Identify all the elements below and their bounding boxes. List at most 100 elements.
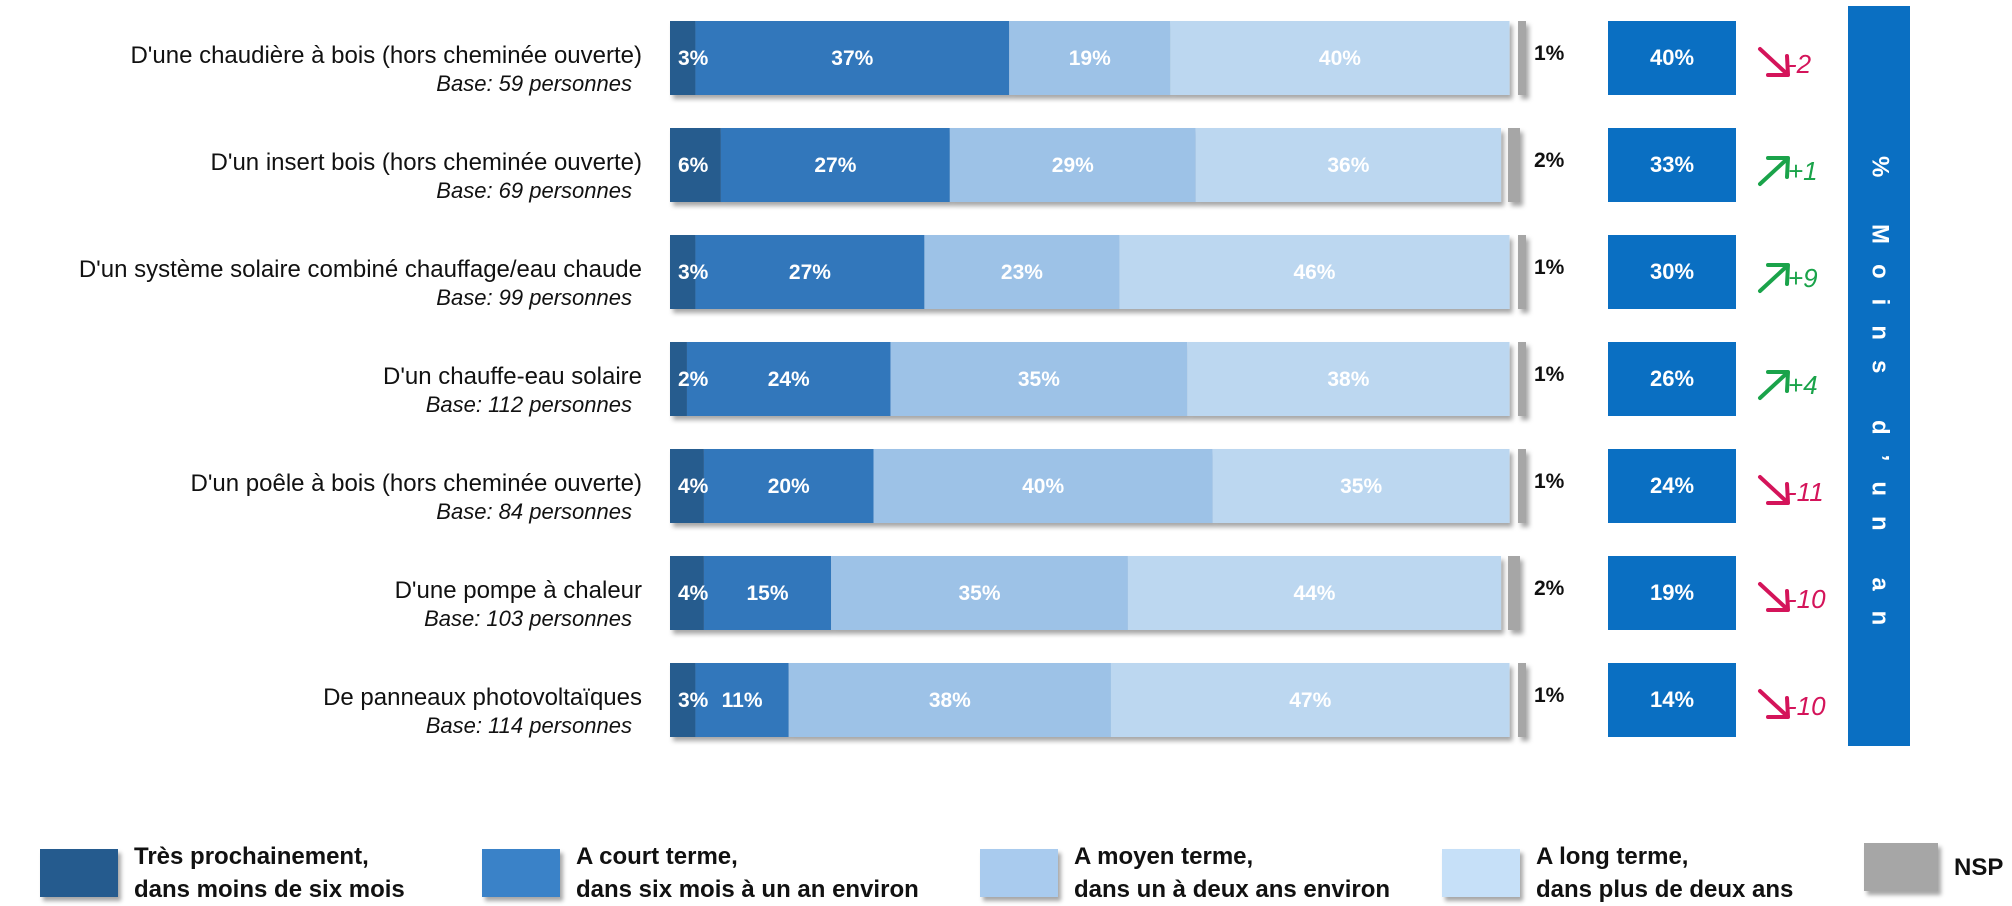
moins-un-an-value: 26% (1650, 366, 1694, 391)
moins-un-an-banner (1848, 6, 1910, 746)
stacked-bar (670, 235, 1526, 309)
category-label: D'un système solaire combiné chauffage/e… (79, 256, 642, 283)
moins-un-an-value: 14% (1650, 687, 1694, 712)
arrow-up-icon (1758, 263, 1790, 293)
arrow-up-icon (1758, 370, 1790, 400)
bar-segment (686, 342, 891, 416)
segment-label: 46% (1293, 261, 1335, 284)
bar-segment (670, 342, 687, 416)
segment-label: 29% (1052, 154, 1094, 177)
bar-segment (924, 235, 1120, 309)
evolution-label: -11 (1788, 477, 1824, 507)
category-label: D'un poêle à bois (hors cheminée ouverte… (191, 470, 643, 497)
segment-label: 20% (768, 475, 810, 498)
segment-label: 35% (1340, 475, 1382, 498)
moins-un-an-value: 33% (1650, 152, 1694, 177)
bar-segment (1009, 21, 1171, 95)
bar-segment (695, 21, 1010, 95)
bar-segment (949, 128, 1196, 202)
bar-row: D'une chaudière à bois (hors cheminée ou… (130, 21, 1812, 96)
bar-segment (873, 449, 1213, 523)
bar-segment (695, 663, 789, 737)
base-label: Base: 69 personnes (436, 178, 632, 203)
moins-un-an-box (1608, 235, 1736, 309)
moins-un-an-title: % Moins d’un an (1867, 156, 1894, 645)
arrow-up-icon (1758, 156, 1790, 186)
segment-label: 3% (678, 47, 709, 70)
bar-row: D'un insert bois (hors cheminée ouverte)… (211, 128, 1818, 203)
nsp-value-label: 1% (1534, 363, 1565, 386)
evolution-label: -10 (1788, 584, 1826, 614)
stacked-bar (670, 21, 1526, 95)
bar-segment (890, 342, 1188, 416)
category-label: D'un insert bois (hors cheminée ouverte) (211, 149, 642, 176)
base-label: Base: 99 personnes (436, 285, 632, 310)
nsp-value-label: 1% (1534, 42, 1565, 65)
stacked-bar (670, 128, 1520, 202)
segment-label: 4% (678, 475, 709, 498)
moins-un-an-value: 24% (1650, 473, 1694, 498)
arrow-down-icon (1758, 47, 1790, 77)
moins-un-an-box (1608, 449, 1736, 523)
segment-label: 27% (789, 261, 831, 284)
bar-segment-nsp (1518, 449, 1526, 523)
category-label: De panneaux photovoltaïques (323, 684, 642, 711)
bar-segment (670, 128, 721, 202)
segment-label: 38% (1327, 368, 1369, 391)
category-label: D'une chaudière à bois (hors cheminée ou… (130, 42, 642, 69)
stacked-bar (670, 449, 1526, 523)
segment-label: 6% (678, 154, 709, 177)
nsp-value-label: 1% (1534, 470, 1565, 493)
segment-label: 35% (1018, 368, 1060, 391)
bar-segment-nsp (1518, 21, 1526, 95)
stacked-bar (670, 342, 1526, 416)
segment-label: 40% (1022, 475, 1064, 498)
nsp-value-label: 1% (1534, 684, 1565, 707)
bar-segment (670, 556, 704, 630)
bar-segment (1110, 663, 1510, 737)
bar-segment (788, 663, 1111, 737)
nsp-value-label: 2% (1534, 149, 1565, 172)
segment-label: 23% (1001, 261, 1043, 284)
segment-label: 36% (1327, 154, 1369, 177)
bar-segment (703, 556, 832, 630)
moins-un-an-box (1608, 128, 1736, 202)
base-label: Base: 114 personnes (426, 713, 632, 738)
bar-row: D'un poêle à bois (hors cheminée ouverte… (191, 449, 1824, 524)
bar-segment (695, 235, 925, 309)
bar-segment (703, 449, 874, 523)
bar-segment (1187, 342, 1510, 416)
stacked-bar (670, 663, 1526, 737)
evolution-label: +1 (1788, 156, 1818, 186)
segment-label: 24% (768, 368, 810, 391)
nsp-value-label: 2% (1534, 577, 1565, 600)
moins-un-an-value: 19% (1650, 580, 1694, 605)
bar-segment-nsp (1518, 342, 1526, 416)
segment-label: 3% (678, 689, 709, 712)
moins-un-an-box (1608, 663, 1736, 737)
evolution-label: +9 (1788, 263, 1818, 293)
nsp-value-label: 1% (1534, 256, 1565, 279)
base-label: Base: 59 personnes (436, 71, 632, 96)
base-label: Base: 84 personnes (436, 499, 632, 524)
segment-label: 3% (678, 261, 709, 284)
evolution-label: -2 (1788, 49, 1812, 79)
segment-label: 4% (678, 582, 709, 605)
bar-segment (1119, 235, 1510, 309)
bar-segment (831, 556, 1128, 630)
bar-segment (1195, 128, 1502, 202)
evolution-label: -10 (1788, 691, 1826, 721)
bar-segment (670, 21, 696, 95)
segment-label: 37% (831, 47, 873, 70)
base-label: Base: 103 personnes (424, 606, 632, 631)
segment-label: 40% (1319, 47, 1361, 70)
moins-un-an-value: 30% (1650, 259, 1694, 284)
category-label: D'un chauffe-eau solaire (383, 363, 642, 390)
moins-un-an-box (1608, 21, 1736, 95)
segment-label: 47% (1289, 689, 1331, 712)
